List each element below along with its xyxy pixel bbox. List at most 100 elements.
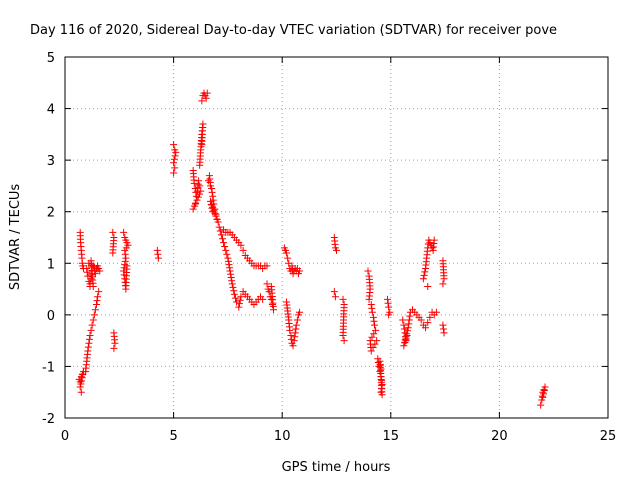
data-point bbox=[405, 320, 413, 328]
data-point bbox=[424, 319, 432, 327]
data-point bbox=[217, 231, 225, 239]
data-point bbox=[121, 250, 129, 258]
data-point bbox=[331, 240, 339, 248]
data-point bbox=[369, 344, 377, 352]
data-point bbox=[220, 239, 228, 247]
data-point bbox=[422, 324, 430, 332]
data-point bbox=[122, 244, 130, 252]
data-point bbox=[285, 323, 293, 331]
data-point bbox=[84, 343, 92, 351]
data-point bbox=[193, 196, 201, 204]
data-point bbox=[109, 246, 117, 254]
data-point bbox=[121, 257, 129, 265]
data-point bbox=[230, 290, 238, 298]
data-point bbox=[208, 204, 216, 212]
data-point bbox=[94, 293, 102, 301]
data-point bbox=[170, 155, 178, 163]
data-point bbox=[289, 342, 297, 350]
data-point bbox=[95, 288, 103, 296]
y-tick-label: 2 bbox=[47, 206, 55, 221]
y-tick-label: 4 bbox=[47, 103, 55, 118]
data-point bbox=[224, 254, 232, 262]
data-point bbox=[207, 201, 215, 209]
data-point bbox=[235, 300, 243, 308]
y-tick-label: 1 bbox=[47, 257, 55, 272]
data-point bbox=[82, 361, 90, 369]
data-point bbox=[365, 292, 373, 300]
data-point bbox=[196, 182, 204, 190]
data-point bbox=[371, 321, 379, 329]
data-point bbox=[404, 324, 412, 332]
data-point bbox=[292, 325, 300, 333]
data-point bbox=[91, 306, 99, 314]
data-point bbox=[83, 268, 91, 276]
data-point bbox=[401, 336, 409, 344]
data-point bbox=[368, 333, 376, 341]
x-tick-label: 5 bbox=[169, 429, 177, 444]
data-point bbox=[371, 340, 379, 348]
data-point bbox=[384, 295, 392, 303]
data-point bbox=[85, 335, 93, 343]
data-point bbox=[172, 148, 180, 156]
data-point bbox=[93, 297, 101, 305]
data-point bbox=[78, 374, 86, 382]
data-point bbox=[400, 342, 408, 350]
data-point bbox=[439, 321, 447, 329]
data-point bbox=[339, 328, 347, 336]
data-point bbox=[111, 336, 119, 344]
x-tick-label: 0 bbox=[61, 429, 69, 444]
y-tick-label: -2 bbox=[42, 412, 55, 427]
data-point bbox=[417, 316, 425, 324]
data-point bbox=[171, 164, 179, 172]
data-point bbox=[372, 326, 380, 334]
data-point bbox=[287, 331, 295, 339]
data-point bbox=[206, 178, 214, 186]
data-point bbox=[376, 361, 384, 369]
data-point bbox=[232, 294, 240, 302]
data-point bbox=[109, 228, 117, 236]
data-point bbox=[426, 313, 434, 321]
data-point bbox=[291, 333, 299, 341]
axis-ticks: 0 5 10 15 20 25 -2 -1 0 1 2 3 4 5 bbox=[42, 51, 616, 444]
y-tick-label: 3 bbox=[47, 154, 55, 169]
data-point bbox=[198, 97, 206, 105]
data-point bbox=[440, 329, 448, 337]
data-point bbox=[403, 330, 411, 338]
data-point bbox=[399, 316, 407, 324]
data-point bbox=[263, 280, 271, 288]
data-point bbox=[541, 383, 549, 391]
data-point bbox=[170, 159, 178, 167]
data-point bbox=[239, 246, 247, 254]
data-point bbox=[229, 283, 237, 291]
data-point bbox=[419, 275, 427, 283]
data-point bbox=[85, 339, 93, 347]
data-point bbox=[90, 311, 98, 319]
data-point bbox=[406, 312, 414, 320]
data-point bbox=[539, 393, 547, 401]
data-point bbox=[88, 321, 96, 329]
data-point bbox=[385, 311, 393, 319]
data-point bbox=[221, 243, 229, 251]
data-point bbox=[403, 327, 411, 335]
data-point bbox=[77, 243, 85, 251]
data-point bbox=[226, 267, 234, 275]
data-point bbox=[78, 250, 86, 258]
data-point bbox=[235, 303, 243, 311]
y-tick-label: -1 bbox=[42, 360, 55, 375]
data-point bbox=[284, 313, 292, 321]
data-point bbox=[296, 267, 304, 275]
data-point bbox=[190, 176, 198, 184]
data-point bbox=[420, 271, 428, 279]
data-point bbox=[284, 254, 292, 262]
y-tick-label: 0 bbox=[47, 309, 55, 324]
data-point bbox=[92, 301, 100, 309]
data-point bbox=[208, 188, 216, 196]
data-point bbox=[222, 246, 230, 254]
data-point bbox=[110, 344, 118, 352]
x-axis-label: GPS time / hours bbox=[282, 460, 391, 475]
data-point bbox=[401, 339, 409, 347]
data-point bbox=[170, 141, 178, 149]
data-point bbox=[423, 247, 431, 255]
data-point bbox=[224, 257, 232, 265]
